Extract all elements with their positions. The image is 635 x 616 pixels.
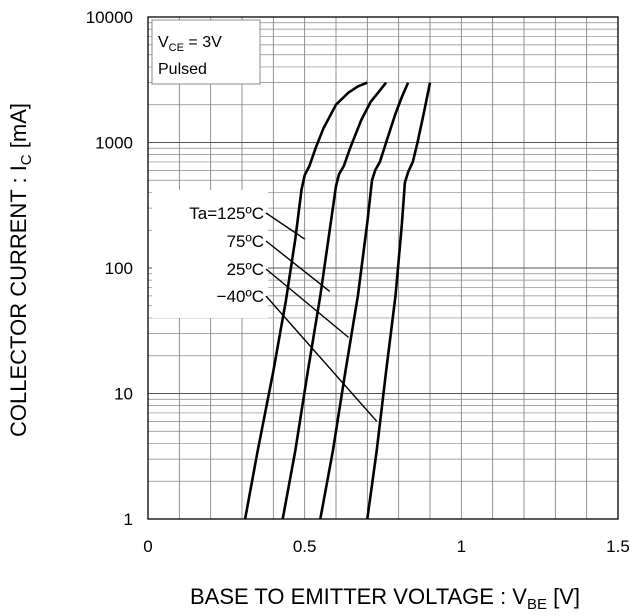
condition-pulsed: Pulsed: [158, 61, 207, 78]
legend-pointer-line: [265, 295, 378, 422]
y-tick-label: 100: [105, 259, 133, 278]
y-tick-label: 10000: [86, 8, 133, 27]
condition-box: VCE = 3V Pulsed: [151, 19, 261, 85]
legend-pointer-line: [265, 240, 331, 293]
series-line: [319, 82, 410, 520]
condition-vce: VCE = 3V: [158, 34, 222, 54]
y-tick-label: 10: [114, 385, 133, 404]
legend-pointers: [265, 212, 378, 422]
x-axis-title: BASE TO EMITTER VOLTAGE : VBE [V]: [190, 584, 580, 613]
x-tick-label: 0: [143, 537, 152, 556]
x-tick-labels: 0 0.5 1 1.5: [143, 537, 630, 556]
series-line: [281, 81, 388, 520]
series-line: [243, 81, 368, 520]
x-tick-label: 0.5: [293, 537, 317, 556]
legend-entry: 25ºC: [227, 260, 264, 279]
legend-entry: −40ºC: [217, 287, 264, 306]
plot-frame: [147, 16, 619, 520]
y-tick-labels: 1 10 100 1000 10000: [86, 8, 133, 529]
y-tick-label: 1: [124, 510, 133, 529]
legend-pointer-line: [265, 268, 349, 338]
curves: [243, 81, 432, 520]
condition-box-bg: [151, 19, 261, 85]
legend-bg: [152, 190, 268, 318]
y-axis-title: COLLECTOR CURRENT : IC [mA]: [6, 103, 35, 437]
legend-entry: Ta=125ºC: [189, 204, 264, 223]
y-tick-label: 1000: [95, 134, 133, 153]
x-tick-label: 1.5: [606, 537, 630, 556]
legend: Ta=125ºC 75ºC 25ºC −40ºC: [152, 190, 268, 318]
x-tick-label: 1: [457, 537, 466, 556]
series-line: [366, 82, 432, 520]
legend-entry: 75ºC: [227, 232, 264, 251]
legend-pointer-line: [265, 212, 306, 240]
